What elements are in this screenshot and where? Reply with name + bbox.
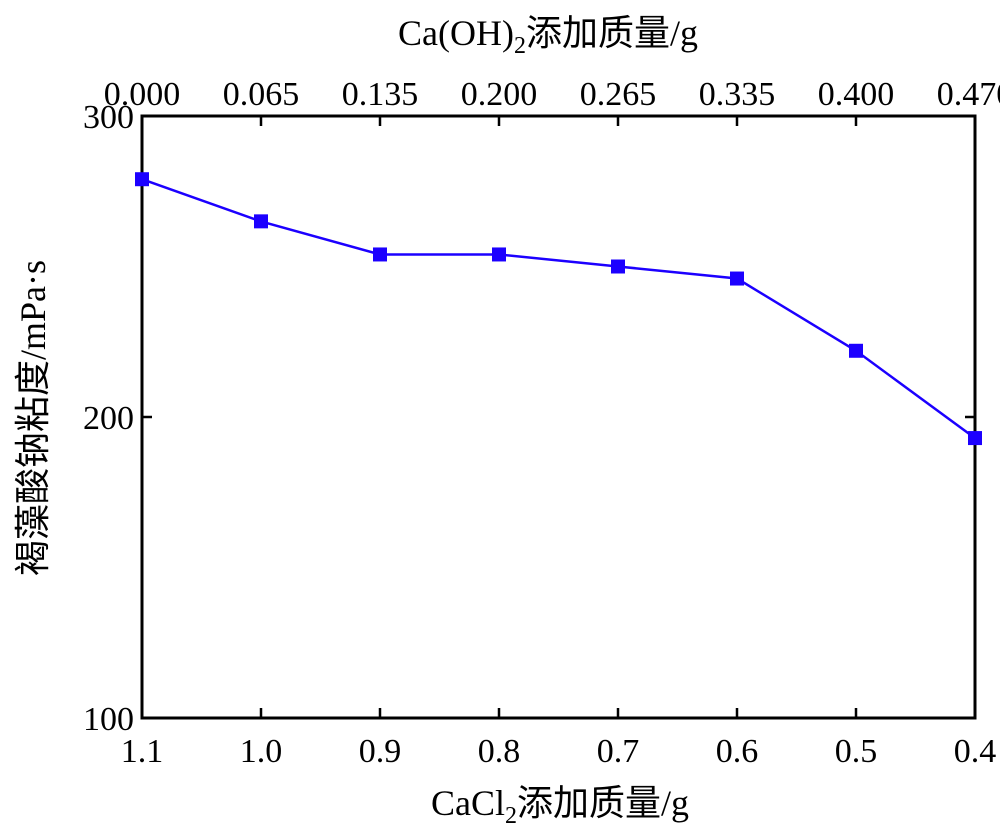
bottom-axis-title-base: CaCl [431,783,505,823]
data-point [373,247,387,262]
series-line [141,178,976,440]
x-tick-label-top: 0.200 [461,76,538,113]
x-tick-label-top: 0.000 [104,76,181,113]
bottom-axis-title: CaCl2添加质量/g [431,783,689,829]
y-tick-label: 300 [83,99,134,136]
tick-labels-group: 1.1 1.0 0.9 0.8 0.7 0.6 0.5 0.4 0.000 0.065 0.135 0… [83,76,1000,770]
data-point [492,247,506,262]
data-point [254,214,268,229]
x-tick-label-top: 0.470 [937,76,1000,113]
y-axis-title: 褐藻酸钠粘度/mPa·s [13,260,53,576]
data-point [611,259,625,274]
x-tick-label-top: 0.065 [223,76,300,113]
top-axis-title-sub: 2 [514,33,526,59]
y-tick-label: 200 [83,400,134,437]
data-point [135,172,149,187]
x-tick-label-bottom: 0.5 [835,733,878,770]
x-tick-label-bottom: 0.8 [478,733,521,770]
plot-frame [140,114,977,720]
x-tick-label-top: 0.135 [342,76,419,113]
x-tick-label-top: 0.335 [699,76,776,113]
ticks-group [140,114,977,720]
data-point [730,271,744,286]
x-tick-label-top: 0.265 [580,76,657,113]
x-tick-label-bottom: 0.4 [954,733,997,770]
series-group [135,172,982,446]
data-point [849,343,863,358]
bottom-axis-title-rest: 添加质量/g [517,783,689,823]
x-tick-label-bottom: 1.0 [240,733,283,770]
x-tick-label-bottom: 0.7 [597,733,640,770]
top-axis-title: Ca(OH)2添加质量/g [398,13,698,59]
data-point [968,431,982,446]
x-tick-label-bottom: 1.1 [121,733,164,770]
bottom-axis-title-sub: 2 [505,803,517,829]
top-axis-title-base: Ca(OH) [398,13,514,53]
x-tick-label-bottom: 0.6 [716,733,759,770]
x-tick-label-top: 0.400 [818,76,895,113]
x-tick-label-bottom: 0.9 [359,733,402,770]
top-axis-title-rest: 添加质量/g [526,13,698,53]
y-tick-label: 100 [83,701,134,738]
